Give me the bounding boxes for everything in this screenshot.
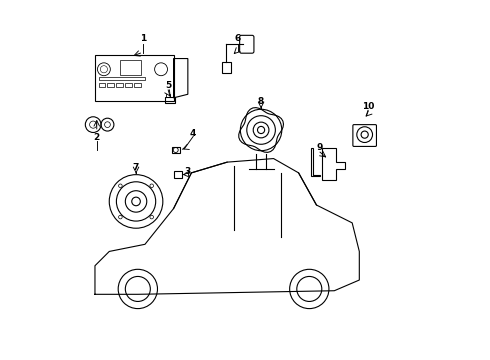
Bar [172,147,180,153]
Text: 5: 5 [165,81,172,90]
Text: 3: 3 [185,167,191,176]
Bar [120,60,142,75]
Bar [125,83,132,87]
Bar [222,62,231,73]
Bar [173,171,182,178]
Bar [117,83,123,87]
Bar [98,83,105,87]
Bar [165,97,175,103]
Text: 1: 1 [140,35,147,44]
Bar [107,83,114,87]
Text: 2: 2 [94,132,100,141]
Text: 10: 10 [362,102,374,111]
Bar [98,77,145,80]
Text: 4: 4 [190,129,196,138]
Text: 7: 7 [133,163,139,172]
Text: 8: 8 [258,97,264,106]
Bar [134,83,141,87]
Text: 9: 9 [317,143,323,152]
Text: 6: 6 [235,35,241,44]
